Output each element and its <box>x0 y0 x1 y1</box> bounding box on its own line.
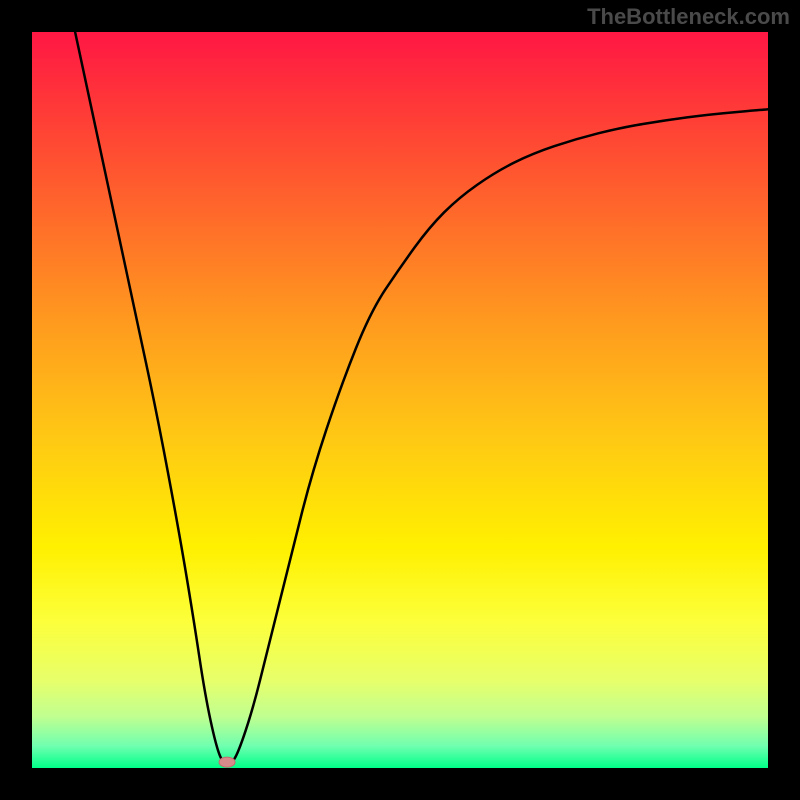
bottleneck-curve <box>69 32 768 764</box>
curve-svg <box>32 32 768 768</box>
chart-container: TheBottleneck.com <box>0 0 800 800</box>
watermark-text: TheBottleneck.com <box>587 4 790 30</box>
optimal-marker <box>219 757 235 767</box>
plot-area <box>32 32 768 768</box>
